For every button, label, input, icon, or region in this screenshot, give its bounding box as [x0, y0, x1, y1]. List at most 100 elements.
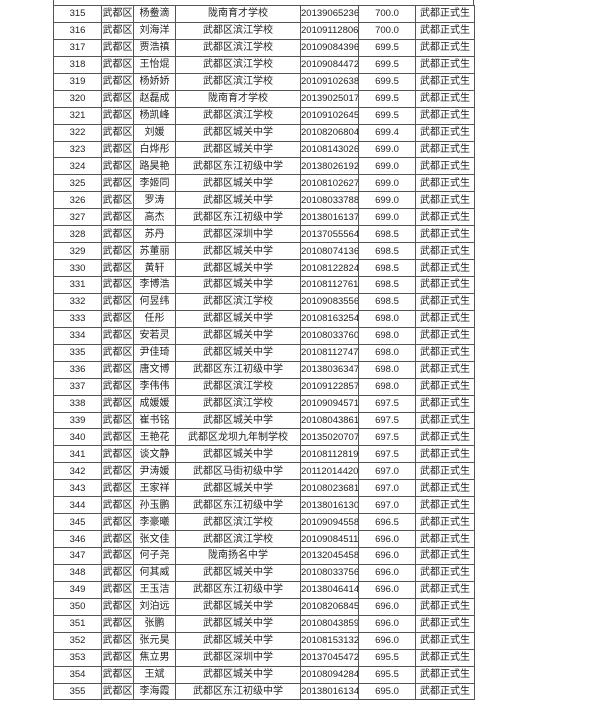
score-cell: 698.0 [358, 360, 416, 379]
category-cell: 武都正式生 [415, 411, 475, 430]
exam-id-cell: 20109094571 [300, 394, 359, 413]
exam-id-cell: 20138016137 [300, 208, 359, 227]
district-cell: 武都区 [101, 242, 134, 261]
rank-cell: 340 [53, 428, 102, 447]
name-cell: 李伟伟 [133, 377, 176, 396]
category-cell: 武都正式生 [415, 123, 475, 142]
school-cell: 武都区东江初级中学 [175, 580, 301, 599]
school-cell: 武都区城关中学 [175, 665, 301, 684]
exam-id-cell: 20109102645 [300, 106, 359, 125]
table-row: 350 武都区 刘泊远 武都区城关中学 20108206845 696.0 武都正式生 [53, 597, 475, 616]
name-cell: 杨鲞滴 [133, 5, 176, 23]
district-cell: 武都区 [101, 597, 134, 616]
rank-cell: 324 [53, 157, 102, 176]
table-row: 344 武都区 孙玉鹏 武都区东江初级中学 20138016130 697.0 武都正式生 [53, 496, 475, 515]
rank-cell: 323 [53, 140, 102, 159]
score-cell: 699.5 [358, 55, 416, 74]
rank-cell: 316 [53, 21, 102, 40]
name-cell: 白烨彤 [133, 140, 176, 159]
name-cell: 刘媛 [133, 123, 176, 142]
rank-cell: 354 [53, 665, 102, 684]
exam-id-cell: 20109112806 [300, 21, 359, 40]
rank-cell: 317 [53, 38, 102, 57]
table-row: 353 武都区 焦立男 武都区深圳中学 20137045472 695.5 武都正式生 [53, 648, 475, 667]
exam-id-cell: 20138026192 [300, 157, 359, 176]
score-cell: 699.4 [358, 123, 416, 142]
district-cell: 武都区 [101, 259, 134, 277]
rank-cell: 320 [53, 89, 102, 108]
category-cell: 武都正式生 [415, 580, 475, 599]
table-row: 349 武都区 王玉洁 武都区东江初级中学 20138046414 696.0 武都正式生 [53, 580, 475, 599]
name-cell: 何子尧 [133, 547, 176, 565]
name-cell: 杨凯峰 [133, 106, 176, 125]
score-cell: 698.0 [358, 377, 416, 396]
table-row: 354 武都区 王斌 武都区城关中学 20108094284 695.5 武都正式生 [53, 665, 475, 684]
category-cell: 武都正式生 [415, 394, 475, 413]
category-cell: 武都正式生 [415, 89, 475, 108]
school-cell: 武都区滨江学校 [175, 394, 301, 413]
score-cell: 699.0 [358, 157, 416, 176]
table-row: 355 武都区 李海霞 武都区东江初级中学 20138016134 695.0 武都正式生 [53, 682, 475, 701]
table-row: 323 武都区 白烨彤 武都区城关中学 20108143026 699.0 武都正式生 [53, 140, 475, 159]
category-cell: 武都正式生 [415, 157, 475, 176]
score-cell: 696.5 [358, 513, 416, 532]
table-row: 325 武都区 李姬同 武都区城关中学 20108102627 699.0 武都正式生 [53, 174, 475, 193]
score-cell: 699.0 [358, 174, 416, 193]
district-cell: 武都区 [101, 21, 134, 40]
table-row: 333 武都区 任彤 武都区城关中学 20108163254 698.0 武都正式生 [53, 309, 475, 328]
name-cell: 尹涛媛 [133, 462, 176, 481]
school-cell: 武都区城关中学 [175, 563, 301, 582]
exam-id-cell: 20108112819 [300, 445, 359, 464]
category-cell: 武都正式生 [415, 174, 475, 193]
school-cell: 武都区滨江学校 [175, 55, 301, 74]
district-cell: 武都区 [101, 547, 134, 565]
school-cell: 武都区东江初级中学 [175, 157, 301, 176]
district-cell: 武都区 [101, 682, 134, 701]
exam-id-cell: 20109094558 [300, 513, 359, 532]
district-cell: 武都区 [101, 428, 134, 447]
category-cell: 武都正式生 [415, 377, 475, 396]
score-cell: 696.0 [358, 563, 416, 582]
score-cell: 699.0 [358, 140, 416, 159]
name-cell: 成媛媛 [133, 394, 176, 413]
district-cell: 武都区 [101, 140, 134, 159]
table-top-edge [53, 0, 474, 5]
rank-cell: 327 [53, 208, 102, 227]
rank-cell: 319 [53, 72, 102, 91]
exam-id-cell: 20139065236 [300, 5, 359, 23]
category-cell: 武都正式生 [415, 343, 475, 362]
rank-cell: 332 [53, 292, 102, 311]
school-cell: 武都区城关中学 [175, 242, 301, 261]
rank-cell: 339 [53, 411, 102, 430]
table-row: 322 武都区 刘媛 武都区城关中学 20108206804 699.4 武都正式生 [53, 123, 475, 142]
table-row: 326 武都区 罗涛 武都区城关中学 20108033788 699.0 武都正式生 [53, 191, 475, 210]
exam-id-cell: 20108112747 [300, 343, 359, 362]
name-cell: 张元昊 [133, 631, 176, 650]
table-row: 331 武都区 李博浩 武都区城关中学 20108112761 698.5 武都正式生 [53, 276, 475, 294]
school-cell: 武都区滨江学校 [175, 513, 301, 532]
school-cell: 武都区东江初级中学 [175, 496, 301, 515]
category-cell: 武都正式生 [415, 38, 475, 57]
name-cell: 王玉洁 [133, 580, 176, 599]
district-cell: 武都区 [101, 38, 134, 57]
district-cell: 武都区 [101, 614, 134, 633]
district-cell: 武都区 [101, 123, 134, 142]
score-cell: 697.5 [358, 428, 416, 447]
table-row: 351 武都区 张鹏 武都区城关中学 20108043859 696.0 武都正式生 [53, 614, 475, 633]
name-cell: 刘泊远 [133, 597, 176, 616]
exam-id-cell: 20109084511 [300, 530, 359, 548]
table-row: 342 武都区 尹涛媛 武都区马街初级中学 20112014420 697.0 武都正式生 [53, 462, 475, 481]
admission-list-table: 315 武都区 杨鲞滴 陇南育才学校 20139065236 700.0 武都正式生 316 武… [53, 5, 475, 701]
rank-cell: 329 [53, 242, 102, 261]
school-cell: 武都区东江初级中学 [175, 360, 301, 379]
name-cell: 王家祥 [133, 479, 176, 498]
district-cell: 武都区 [101, 580, 134, 599]
category-cell: 武都正式生 [415, 140, 475, 159]
table-row: 315 武都区 杨鲞滴 陇南育才学校 20139065236 700.0 武都正式生 [53, 5, 475, 23]
score-cell: 698.5 [358, 259, 416, 277]
exam-id-cell: 20108033760 [300, 326, 359, 345]
school-cell: 武都区滨江学校 [175, 292, 301, 311]
table-row: 336 武都区 唐文博 武都区东江初级中学 20138036347 698.0 武都正式生 [53, 360, 475, 379]
table-row: 343 武都区 王家祥 武都区城关中学 20108023681 697.0 武都正式生 [53, 479, 475, 498]
exam-id-cell: 20137055564 [300, 225, 359, 244]
